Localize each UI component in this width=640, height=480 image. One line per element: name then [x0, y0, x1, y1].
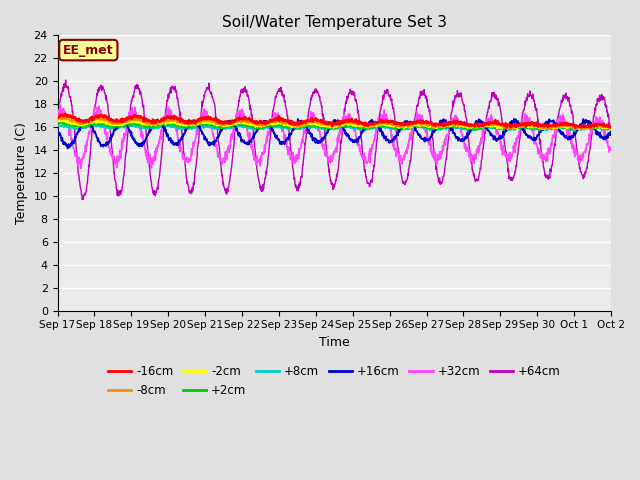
Text: EE_met: EE_met — [63, 44, 114, 57]
Y-axis label: Temperature (C): Temperature (C) — [15, 122, 28, 224]
Title: Soil/Water Temperature Set 3: Soil/Water Temperature Set 3 — [222, 15, 447, 30]
X-axis label: Time: Time — [319, 336, 349, 349]
Legend: -16cm, -8cm, -2cm, +2cm, +8cm, +16cm, +32cm, +64cm: -16cm, -8cm, -2cm, +2cm, +8cm, +16cm, +3… — [103, 360, 566, 402]
